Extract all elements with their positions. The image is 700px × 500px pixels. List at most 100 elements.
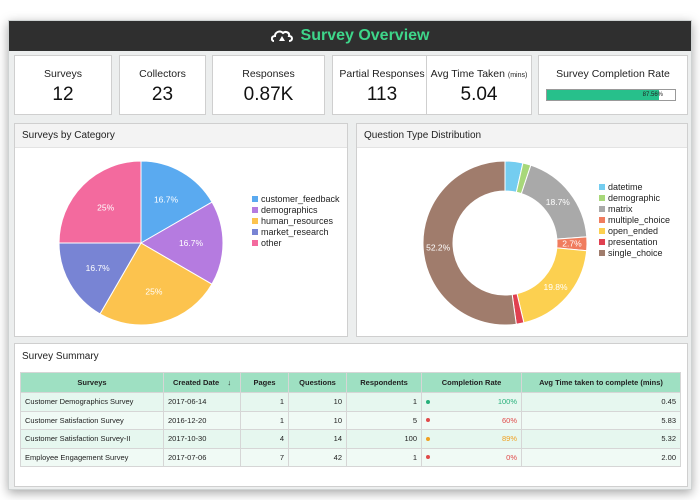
respondents-cell: 1: [346, 447, 422, 467]
kpi-surveys[interactable]: Surveys 12: [14, 55, 112, 115]
kpi-label: Survey Completion Rate: [556, 68, 670, 80]
arrow-down-icon: ↓: [227, 378, 232, 387]
rate-wrap: 89%: [426, 434, 517, 443]
questions-cell: 10: [288, 392, 347, 412]
slice-label: 18.7%: [546, 197, 571, 207]
legend-item[interactable]: other: [252, 237, 340, 248]
question-type-chart-panel: Question Type Distribution 18.7% 2.7% 19.8…: [356, 123, 688, 337]
question-type-legend: datetime demographic matrix multiple_choice…: [599, 181, 670, 258]
slice-label: 25%: [145, 286, 162, 296]
completion-rate-value: 89%: [501, 434, 517, 444]
legend-swatch: [252, 206, 258, 213]
panel-title: Survey Summary: [15, 344, 687, 370]
pie-slice-human-resources[interactable]: [99, 242, 213, 326]
questions-cell: 14: [288, 429, 347, 449]
kpi-value: 12: [52, 84, 74, 105]
summary-table: Surveys Created Date ↓ Pages Questions R…: [20, 372, 681, 467]
kpi-collectors[interactable]: Collectors 23: [119, 55, 206, 115]
legend-label: market_research: [261, 226, 329, 237]
col-created-date[interactable]: Created Date ↓: [163, 372, 241, 393]
question-type-donut-chart: 18.7% 2.7% 19.8% 52.2%: [422, 160, 588, 326]
slice-label: 16.7%: [154, 195, 179, 205]
table-row[interactable]: Customer Satisfaction Survey 2016-12-20 1 1…: [20, 410, 681, 430]
avg-time-cell: 2.00: [521, 447, 681, 467]
col-completion-rate[interactable]: Completion Rate: [421, 372, 522, 393]
completion-rate-value: 0%: [506, 452, 517, 462]
kpi-partial-responses[interactable]: Partial Responses 113: [332, 55, 432, 115]
col-questions[interactable]: Questions: [288, 372, 347, 393]
status-dot-icon: [426, 418, 430, 423]
respondents-cell: 100: [346, 429, 422, 449]
col-surveys[interactable]: Surveys: [20, 372, 164, 393]
completion-rate-cell: 100%: [421, 392, 522, 412]
legend-swatch: [252, 217, 258, 224]
legend-label: matrix: [608, 203, 633, 214]
slice-label: 16.7%: [179, 238, 204, 248]
kpi-value: 23: [151, 84, 174, 105]
avg-time-cell: 5.32: [521, 429, 681, 449]
kpi-row: Surveys 12 Collectors 23 Responses 0.87K…: [14, 55, 688, 117]
col-respondents[interactable]: Respondents: [346, 372, 422, 393]
legend-item[interactable]: datetime: [599, 181, 670, 192]
pie-slice-customer-feedback[interactable]: [140, 160, 213, 244]
pages-cell: 1: [240, 392, 289, 412]
pie-slice-market-research[interactable]: [58, 242, 142, 315]
legend-label: demographics: [261, 204, 318, 215]
pages-cell: 4: [240, 429, 289, 449]
pie-slice-single-choice[interactable]: [422, 160, 517, 326]
avg-time-cell: 0.45: [521, 392, 681, 412]
completion-rate-cell: 0%: [421, 447, 522, 467]
questions-cell: 10: [288, 410, 347, 430]
category-legend: customer_feedback demographics human_resou…: [252, 193, 340, 248]
legend-item[interactable]: demographic: [599, 192, 670, 203]
progress-value: 87.56%: [642, 92, 663, 98]
kpi-avg-time[interactable]: Avg Time Taken (mins) 5.04: [426, 55, 532, 115]
completion-rate-cell: 60%: [421, 410, 522, 430]
survey-summary-panel: Survey Summary Surveys Created Date ↓ Pa…: [14, 343, 688, 487]
legend-item[interactable]: matrix: [599, 203, 670, 214]
table-row[interactable]: Customer Satisfaction Survey-II 2017-10-3…: [20, 429, 681, 449]
panel-title: Question Type Distribution: [357, 124, 687, 148]
legend-item[interactable]: multiple_choice: [599, 214, 670, 225]
dashboard-window: Survey Overview Surveys 12 Collectors 23…: [8, 20, 692, 490]
col-pages[interactable]: Pages: [240, 372, 289, 393]
legend-item[interactable]: demographics: [252, 204, 340, 215]
respondents-cell: 5: [346, 410, 422, 430]
kpi-value: 0.87K: [243, 84, 294, 105]
kpi-label: Collectors: [139, 68, 186, 80]
legend-item[interactable]: human_resources: [252, 215, 340, 226]
legend-swatch: [599, 205, 605, 212]
legend-item[interactable]: customer_feedback: [252, 193, 340, 204]
kpi-label: Avg Time Taken (mins): [427, 68, 531, 80]
survey-name-cell: Customer Demographics Survey: [20, 392, 164, 412]
kpi-label-text: Avg Time Taken: [430, 68, 505, 80]
kpi-value: 5.04: [460, 84, 498, 105]
status-dot-icon: [426, 399, 430, 404]
kpi-responses[interactable]: Responses 0.87K: [212, 55, 325, 115]
col-label: Created Date: [172, 378, 220, 387]
created-date-cell: 2017-07-06: [163, 447, 241, 467]
kpi-unit: (mins): [507, 72, 528, 79]
pages-cell: 1: [240, 410, 289, 430]
legend-label: single_choice: [608, 247, 663, 258]
created-date-cell: 2016-12-20: [163, 410, 241, 430]
legend-swatch: [252, 228, 258, 235]
legend-item[interactable]: presentation: [599, 236, 670, 247]
avg-time-cell: 5.83: [521, 410, 681, 430]
pie-slice-other[interactable]: [58, 160, 142, 244]
slice-label: 2.7%: [562, 239, 582, 249]
col-avg-time[interactable]: Avg Time taken to complete (mins): [521, 372, 681, 393]
legend-item[interactable]: open_ended: [599, 225, 670, 236]
rate-wrap: 100%: [426, 397, 517, 406]
kpi-completion-rate[interactable]: Survey Completion Rate 87.56%: [538, 55, 688, 115]
summary-table-body: Customer Demographics Survey 2017-06-14 1 1…: [20, 392, 681, 467]
legend-label: human_resources: [261, 215, 334, 226]
completion-rate-value: 60%: [501, 415, 517, 425]
table-row[interactable]: Employee Engagement Survey 2017-07-06 7 42 1…: [20, 447, 681, 467]
table-row[interactable]: Customer Demographics Survey 2017-06-14 1 1…: [20, 392, 681, 412]
legend-item[interactable]: single_choice: [599, 247, 670, 258]
pie-slice-demographics[interactable]: [140, 201, 224, 285]
legend-swatch: [252, 195, 258, 202]
legend-item[interactable]: market_research: [252, 226, 340, 237]
respondents-cell: 1: [346, 392, 422, 412]
